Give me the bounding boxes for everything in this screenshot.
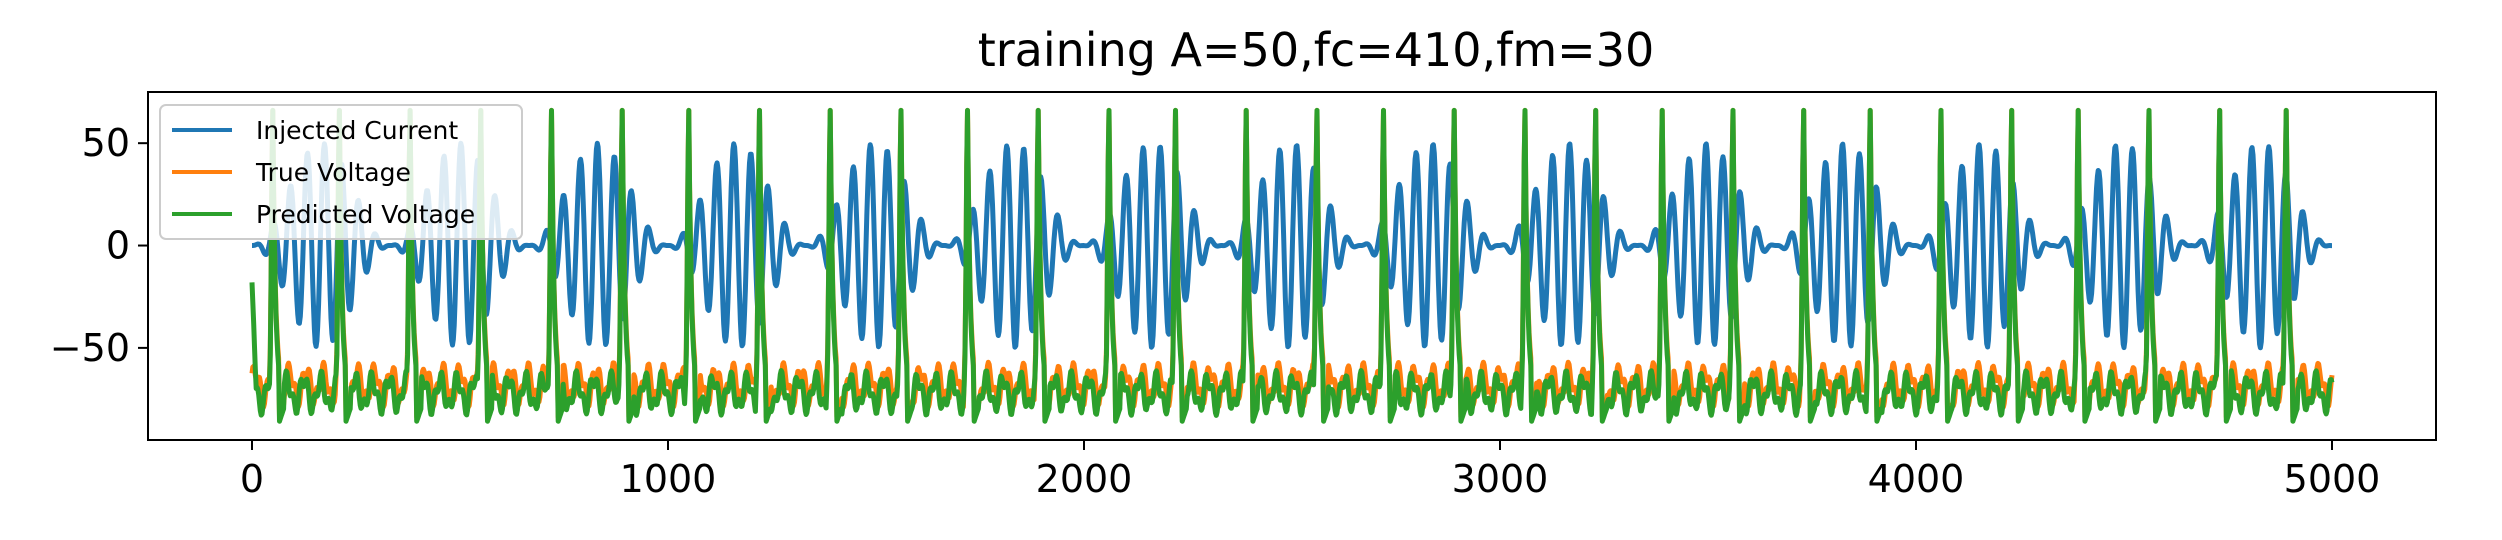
y-tick-label: 0 [106,224,130,268]
x-axis: 0 1000 2000 3000 4000 5000 [240,440,2380,501]
x-tick-label: 4000 [1868,457,1965,501]
chart-title: training A=50,fc=410,fm=30 [978,23,1655,77]
y-tick-label: −50 [50,326,130,370]
x-tick-label: 5000 [2284,457,2381,501]
series-line-predicted-voltage [249,107,2335,424]
x-tick-label: 0 [240,457,264,501]
legend-label-true-voltage: True Voltage [255,158,411,187]
y-axis: 50 0 −50 [50,121,148,370]
legend-label-predicted-voltage: Predicted Voltage [256,200,475,229]
x-tick-label: 1000 [620,457,717,501]
x-tick-label: 2000 [1036,457,1133,501]
y-tick-label: 50 [82,121,130,165]
plot-frame [147,91,2437,441]
series-layer [249,107,2335,424]
legend: Injected Current True Voltage Predicted … [159,104,523,240]
series-line-injected-current [250,140,2334,351]
x-tick-label: 3000 [1452,457,1549,501]
legend-box [159,104,523,240]
legend-label-injected-current: Injected Current [256,116,458,145]
